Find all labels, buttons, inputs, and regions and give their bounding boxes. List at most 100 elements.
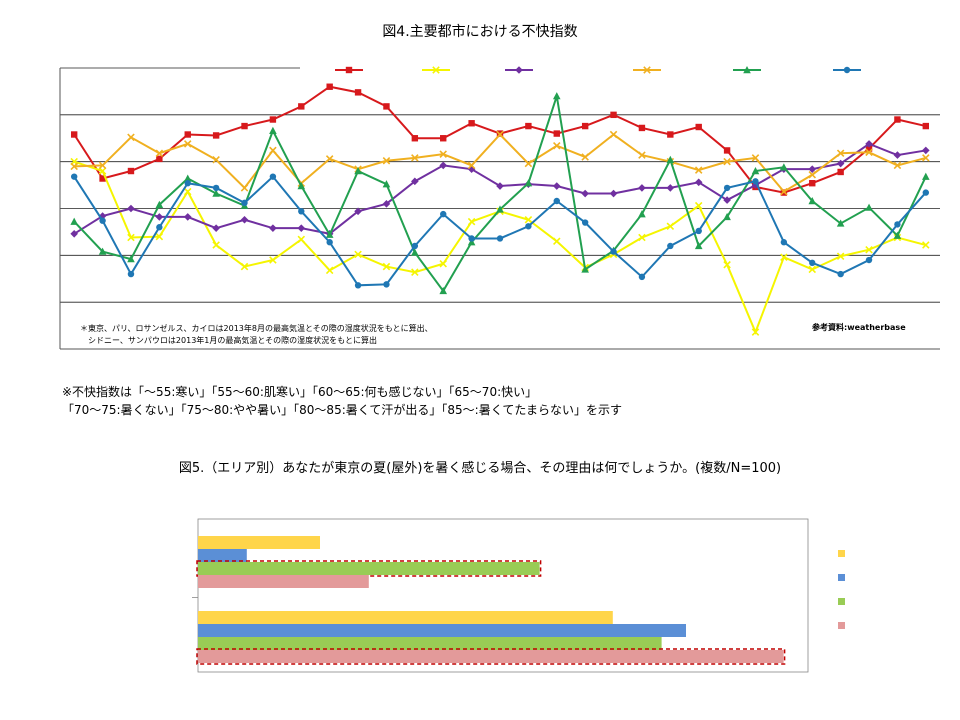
data-point <box>609 189 618 198</box>
data-point <box>467 217 476 226</box>
data-point <box>837 270 844 278</box>
data-point <box>439 150 447 158</box>
line-chart-source: 参考資料:weatherbase <box>811 322 906 332</box>
data-point <box>609 130 618 139</box>
data-point <box>638 151 646 159</box>
data-point <box>581 219 589 226</box>
data-point <box>70 217 78 225</box>
data-point <box>439 161 448 170</box>
data-point <box>667 242 674 250</box>
data-point <box>581 189 589 198</box>
data-point <box>808 197 817 205</box>
data-point <box>467 161 476 170</box>
bar-chart-legend <box>838 550 845 629</box>
data-point <box>723 212 731 221</box>
data-point <box>581 122 589 130</box>
data-point <box>752 178 759 185</box>
line-chart-note-1: ＊東京、パリ、ロサンゼルス、カイロは2013年8月の最高気温とその際の湿度状況を… <box>80 323 433 333</box>
data-point <box>808 165 817 173</box>
data-point <box>241 122 248 130</box>
data-point <box>240 215 249 224</box>
data-point <box>212 189 220 197</box>
data-point <box>893 231 902 239</box>
data-point <box>552 92 561 100</box>
data-point <box>468 120 475 127</box>
data-point <box>751 167 760 175</box>
data-point <box>155 232 164 241</box>
data-point <box>241 199 248 207</box>
data-point <box>894 221 901 228</box>
data-point <box>354 250 362 259</box>
legend-swatch <box>838 622 845 629</box>
data-point <box>127 233 135 242</box>
legend-swatch <box>838 574 845 581</box>
data-point <box>155 149 164 158</box>
legend-item <box>838 550 845 557</box>
data-point <box>751 328 760 336</box>
bar-highlight <box>196 560 542 577</box>
data-point <box>269 256 277 264</box>
data-point <box>297 224 306 232</box>
data-point <box>865 140 873 148</box>
data-point <box>382 180 391 188</box>
data-point <box>383 281 390 288</box>
data-point <box>893 151 902 159</box>
data-point <box>325 266 334 275</box>
legend-marker <box>843 66 851 74</box>
data-point <box>496 235 504 242</box>
data-point <box>808 265 817 274</box>
data-point <box>610 111 617 119</box>
data-point <box>723 260 731 269</box>
data-point <box>525 122 532 130</box>
legend-marker <box>643 66 651 74</box>
series-0 <box>70 83 930 196</box>
bar <box>198 536 320 549</box>
data-point <box>467 238 476 246</box>
data-point <box>212 156 220 164</box>
data-point <box>552 182 561 190</box>
line-chart-series <box>70 83 930 336</box>
data-point <box>354 207 362 216</box>
line-chart-grid <box>59 67 940 350</box>
legend-item <box>838 598 845 605</box>
data-point <box>865 245 873 254</box>
legend-swatch <box>838 598 845 605</box>
legend-item <box>838 574 845 581</box>
bar <box>198 650 784 663</box>
data-point <box>780 239 788 246</box>
data-point <box>297 182 306 190</box>
data-point <box>666 155 675 163</box>
data-point <box>694 201 703 210</box>
data-point <box>666 184 675 192</box>
data-point <box>99 217 106 224</box>
data-point <box>184 180 191 187</box>
data-point <box>155 213 164 221</box>
data-point <box>780 253 788 261</box>
data-point <box>525 223 532 230</box>
data-point <box>127 270 135 278</box>
data-point <box>99 175 106 182</box>
data-point <box>156 155 163 163</box>
line-chart-note-2: シドニー、サンパウロは2013年1月の最高気温とその際の湿度状況をもとに算出 <box>80 335 377 345</box>
data-point <box>212 224 220 232</box>
data-point <box>865 256 873 264</box>
data-point <box>836 159 845 168</box>
legend-item <box>422 66 450 74</box>
data-point <box>127 204 135 213</box>
data-point <box>127 167 135 175</box>
data-point <box>694 178 703 187</box>
data-point <box>695 123 702 131</box>
data-point <box>751 181 760 189</box>
data-point <box>326 83 333 90</box>
data-point <box>269 126 277 134</box>
bar-highlight <box>196 648 786 665</box>
data-point <box>411 154 419 162</box>
data-point <box>836 149 845 158</box>
data-point <box>638 233 646 242</box>
series-line <box>73 95 927 293</box>
data-point <box>694 241 703 250</box>
data-point <box>297 235 306 244</box>
data-point <box>298 208 305 215</box>
data-point <box>524 159 533 168</box>
bar <box>198 637 662 650</box>
